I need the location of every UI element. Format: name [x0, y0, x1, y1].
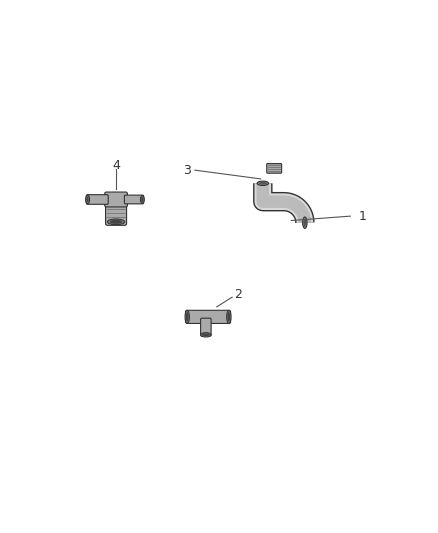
Ellipse shape	[185, 310, 189, 324]
Ellipse shape	[257, 181, 268, 185]
Ellipse shape	[303, 217, 307, 229]
Text: 1: 1	[359, 209, 367, 223]
FancyBboxPatch shape	[267, 164, 282, 173]
Ellipse shape	[227, 310, 231, 324]
Ellipse shape	[186, 312, 188, 322]
Text: 4: 4	[112, 159, 120, 172]
Ellipse shape	[107, 219, 125, 225]
Ellipse shape	[201, 333, 211, 337]
Text: 2: 2	[234, 288, 242, 302]
Ellipse shape	[141, 197, 143, 202]
Ellipse shape	[87, 197, 88, 202]
FancyBboxPatch shape	[105, 192, 127, 207]
Ellipse shape	[140, 196, 144, 204]
Ellipse shape	[228, 312, 230, 322]
Text: 3: 3	[183, 164, 191, 176]
Ellipse shape	[259, 182, 267, 184]
Ellipse shape	[304, 219, 306, 227]
Ellipse shape	[110, 220, 122, 224]
FancyBboxPatch shape	[86, 195, 108, 204]
FancyBboxPatch shape	[106, 201, 127, 225]
FancyBboxPatch shape	[124, 195, 144, 204]
FancyBboxPatch shape	[186, 310, 230, 324]
Ellipse shape	[202, 334, 210, 336]
Ellipse shape	[86, 195, 90, 204]
FancyBboxPatch shape	[201, 318, 211, 336]
